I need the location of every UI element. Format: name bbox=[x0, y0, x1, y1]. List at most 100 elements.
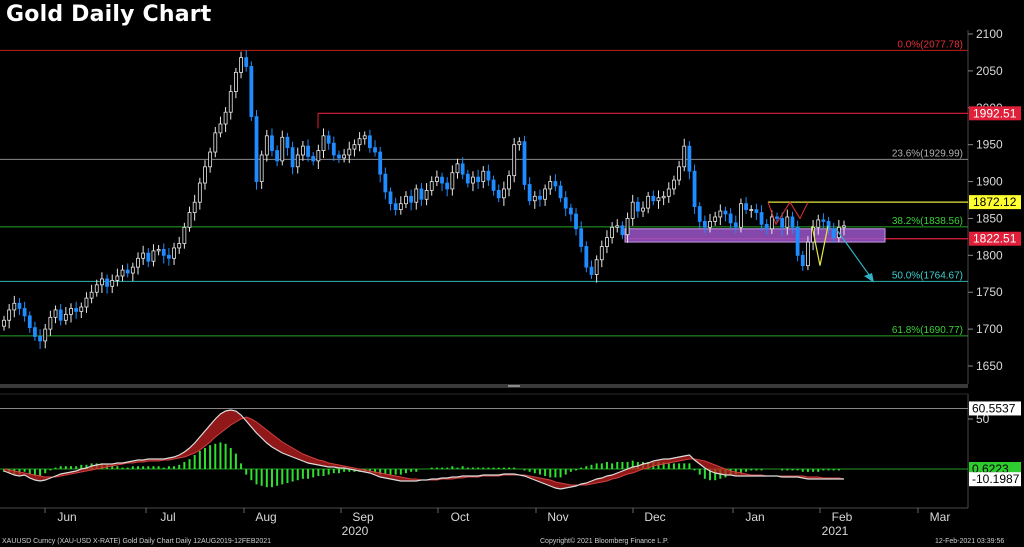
candle-body bbox=[404, 195, 408, 205]
red-pattern-line bbox=[767, 201, 809, 226]
candle-body bbox=[682, 145, 687, 168]
candle-body bbox=[84, 297, 89, 308]
yellow-pattern-line bbox=[811, 225, 829, 266]
annotations bbox=[767, 201, 874, 283]
candle-body bbox=[208, 151, 213, 168]
fib-level-label: 50.0%(1764.67) bbox=[892, 270, 963, 281]
month-label: Aug bbox=[255, 510, 276, 524]
candle-body bbox=[445, 182, 450, 190]
price-tag-box bbox=[969, 231, 1021, 246]
candle-body bbox=[605, 237, 609, 247]
candle-body bbox=[228, 91, 233, 113]
support-zone bbox=[624, 228, 886, 243]
year-label: 2020 bbox=[342, 524, 369, 538]
candle-body bbox=[347, 148, 352, 156]
price-tick-label: 1650 bbox=[976, 359, 1003, 373]
candle-body bbox=[811, 226, 815, 243]
month-label: Jul bbox=[160, 510, 175, 524]
candle-body bbox=[538, 195, 542, 200]
price-tag-box bbox=[969, 106, 1021, 121]
candle-body bbox=[455, 163, 460, 174]
price-tick-label: 1750 bbox=[976, 285, 1003, 299]
indicator-tag-label: 60.5537 bbox=[972, 401, 1016, 415]
candle-body bbox=[270, 135, 274, 151]
candle-body bbox=[687, 145, 692, 172]
candle-body bbox=[22, 308, 27, 317]
candle-body bbox=[744, 203, 748, 210]
candle-body bbox=[357, 138, 362, 146]
candlesticks bbox=[2, 50, 846, 350]
indicator-tick-label: 50 bbox=[976, 412, 990, 426]
candle-body bbox=[38, 336, 42, 342]
candle-body bbox=[610, 226, 614, 239]
candle-body bbox=[651, 195, 656, 202]
panel-divider[interactable] bbox=[0, 384, 968, 388]
candle-body bbox=[141, 252, 146, 259]
candle-body bbox=[110, 280, 115, 287]
candle-body bbox=[89, 291, 94, 299]
candle-body bbox=[393, 203, 398, 210]
candle-body bbox=[754, 209, 759, 213]
candle-body bbox=[558, 185, 563, 199]
indicator-tag-box bbox=[969, 401, 1021, 416]
candle-body bbox=[512, 144, 517, 177]
candle-body bbox=[450, 172, 455, 190]
candle-body bbox=[713, 216, 718, 222]
candle-body bbox=[574, 213, 578, 230]
candle-body bbox=[373, 147, 377, 153]
candle-body bbox=[264, 135, 269, 156]
projection-arrowhead bbox=[864, 273, 874, 283]
price-tick-label: 2050 bbox=[976, 64, 1003, 78]
candle-body bbox=[331, 142, 336, 156]
candle-body bbox=[321, 135, 326, 151]
candle-body bbox=[177, 243, 182, 249]
footer-timestamp: 12-Feb-2021 03:39:56 bbox=[935, 538, 1005, 545]
price-tags: 1992.51 1872.12 1822.51 bbox=[969, 106, 1021, 246]
candle-body bbox=[465, 173, 470, 184]
candle-body bbox=[63, 313, 68, 321]
candle-body bbox=[594, 259, 599, 275]
candle-body bbox=[94, 284, 99, 293]
candle-body bbox=[172, 247, 176, 259]
candle-body bbox=[290, 147, 295, 168]
price-tag-label: 1872.12 bbox=[973, 195, 1017, 209]
month-label: Oct bbox=[451, 510, 470, 524]
price-tick-label: 1850 bbox=[976, 211, 1003, 225]
candle-body bbox=[641, 207, 645, 212]
candle-body bbox=[821, 219, 826, 222]
fib-level-label: 0.0%(2077.78) bbox=[897, 39, 963, 50]
candle-body bbox=[702, 220, 707, 228]
candle-body bbox=[43, 328, 48, 342]
candle-body bbox=[697, 206, 702, 222]
candle-body bbox=[733, 222, 738, 228]
macd-line bbox=[3, 409, 844, 490]
candle-body bbox=[672, 179, 676, 190]
candle-body bbox=[491, 179, 496, 191]
candle-body bbox=[234, 71, 238, 92]
candle-body bbox=[136, 257, 140, 268]
candle-body bbox=[398, 203, 403, 210]
candle-body bbox=[615, 225, 620, 228]
candle-body bbox=[326, 135, 331, 144]
candle-body bbox=[842, 225, 846, 228]
candle-body bbox=[831, 228, 836, 239]
month-label: Feb bbox=[832, 510, 853, 524]
candle-body bbox=[646, 195, 651, 209]
candle-body bbox=[589, 266, 594, 275]
fib-level-label: 61.8%(1690.77) bbox=[892, 325, 963, 336]
month-label: Dec bbox=[644, 510, 665, 524]
candle-body bbox=[677, 166, 681, 181]
candle-body bbox=[543, 188, 548, 200]
candle-body bbox=[522, 141, 527, 185]
candle-body bbox=[739, 203, 743, 228]
candle-body bbox=[125, 269, 130, 274]
chart-title: Gold Daily Chart bbox=[6, 2, 212, 27]
candle-body bbox=[501, 188, 506, 199]
candle-body bbox=[764, 223, 769, 230]
candle-body bbox=[775, 216, 779, 219]
candle-body bbox=[295, 154, 300, 168]
candle-body bbox=[146, 252, 151, 262]
price-tag-box bbox=[969, 195, 1021, 210]
